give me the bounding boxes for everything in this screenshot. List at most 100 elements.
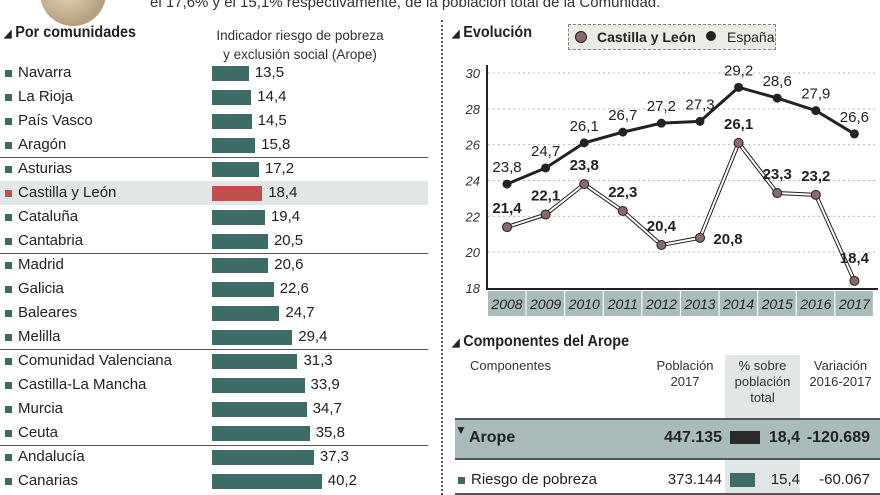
community-name: País Vasco [18, 112, 93, 129]
x-tick-cell [835, 291, 873, 316]
community-bar [212, 330, 293, 345]
community-row: Galicia 22,6 [0, 277, 428, 301]
chart-legend: Castilla y León España [568, 24, 776, 50]
community-bar [212, 210, 265, 225]
community-name: Andalucía [18, 448, 85, 465]
legend-marker-cyl [575, 31, 587, 43]
point-espana [811, 106, 821, 116]
community-value: 20,6 [274, 256, 304, 273]
community-bar [212, 426, 310, 441]
community-value: 20,5 [273, 232, 304, 249]
series-line-espana [506, 85, 856, 186]
y-tick-label: 30 [466, 66, 481, 81]
cell-population: 373.144 [667, 471, 722, 488]
community-value: 22,6 [279, 280, 309, 297]
community-value: 33,9 [310, 376, 340, 393]
point-espana [734, 82, 744, 92]
data-label-cyl: 22,1 [531, 188, 560, 205]
table-row-riesgo: Riesgo de pobreza 373.144 15,4 -60.067 [455, 468, 880, 495]
community-row: Murcia 34,7 [0, 397, 428, 421]
community-name: Ceuta [18, 424, 59, 441]
header-variacion: Variación 2016-2017 [809, 358, 872, 389]
point-cyl [849, 275, 860, 286]
y-tick-label: 20 [465, 245, 481, 260]
cell-pct: 18,4 [768, 429, 800, 446]
community-value: 31,3 [303, 352, 333, 369]
community-value: 15,8 [261, 136, 291, 153]
bullet-icon [5, 214, 12, 221]
community-bar [212, 114, 252, 129]
indicator-subtitle: Indicador riesgo de pobreza y exclusión s… [200, 26, 400, 64]
x-tick-cell [681, 291, 719, 316]
data-label-espana: 24,7 [531, 143, 560, 160]
community-value: 24,7 [285, 304, 315, 321]
x-tick-cell [758, 291, 796, 316]
data-label-cyl: 20,4 [647, 218, 677, 235]
data-label-espana: 27,9 [801, 86, 830, 103]
x-tick-cell [642, 291, 680, 316]
data-label-cyl: 23,3 [763, 166, 792, 183]
cell-variation: -60.067 [819, 471, 870, 488]
x-tick-label: 2008 [490, 296, 522, 312]
point-espana [541, 163, 551, 173]
community-row: La Rioja 14,4 [0, 85, 428, 109]
bullet-icon [5, 358, 12, 365]
point-espana [579, 138, 589, 148]
section-title-componentes: ◢ Componentes del Arope [452, 333, 629, 351]
x-tick-label: 2013 [683, 296, 715, 312]
point-cyl [540, 209, 551, 220]
community-row: País Vasco 14,5 [0, 109, 428, 133]
point-espana [502, 179, 512, 189]
community-name: Madrid [18, 256, 64, 273]
bullet-icon [5, 382, 12, 389]
bullet-icon [5, 118, 12, 125]
x-tick-cell [603, 291, 642, 316]
header-pct: % sobre población total [734, 358, 791, 405]
bullet-icon [5, 478, 12, 485]
bullet-icon [5, 286, 12, 293]
data-label-espana: 23,8 [492, 159, 521, 176]
x-tick-cell [796, 291, 835, 316]
data-label-espana: 27,3 [685, 96, 714, 113]
point-cyl [810, 189, 821, 200]
pct-bar [730, 431, 760, 444]
cell-population: 447.135 [664, 429, 722, 446]
section-title-evolucion: ◢ Evolución [452, 24, 532, 42]
x-tick-label: 2012 [645, 296, 677, 312]
community-value: 19,4 [270, 208, 301, 225]
community-value: 14,4 [257, 88, 287, 105]
point-cyl [579, 179, 590, 190]
community-row: Madrid 20,6 [0, 253, 428, 277]
point-cyl [656, 240, 667, 250]
group-separator [0, 349, 428, 350]
community-row: Aragón 15,8 [0, 133, 428, 157]
point-espana [618, 127, 628, 137]
data-label-cyl: 26,1 [724, 116, 753, 133]
community-name: Cantabria [18, 232, 84, 249]
x-tick-label: 2016 [799, 296, 831, 312]
bullet-icon [5, 310, 12, 317]
community-row: Ceuta 35,8 [0, 421, 428, 445]
community-row: Cantabria 20,5 [0, 229, 428, 253]
community-row: Navarra 13,5 [0, 61, 428, 85]
table-row-arope: ▼ Arope 447.135 18,4 -120.689 [455, 418, 880, 460]
community-bar [212, 186, 263, 201]
y-tick-label: 22 [465, 209, 481, 224]
point-espana [656, 118, 666, 128]
community-bar [212, 378, 305, 393]
data-label-espana: 26,7 [608, 107, 637, 124]
x-tick-label: 2011 [607, 296, 638, 312]
point-espana [849, 129, 859, 139]
chart-title: Evolución [463, 24, 533, 41]
community-name: Asturias [18, 160, 73, 177]
x-tick-cell [526, 291, 565, 316]
point-cyl [733, 137, 744, 148]
data-label-cyl: 23,2 [801, 168, 830, 185]
community-name: La Rioja [18, 88, 74, 105]
data-label-espana: 29,2 [724, 62, 753, 79]
triangle-icon: ◢ [452, 28, 460, 40]
divider [441, 20, 443, 495]
data-label-espana: 27,2 [647, 98, 676, 115]
legend-label-espana: España [727, 29, 775, 45]
community-bar [212, 138, 256, 153]
